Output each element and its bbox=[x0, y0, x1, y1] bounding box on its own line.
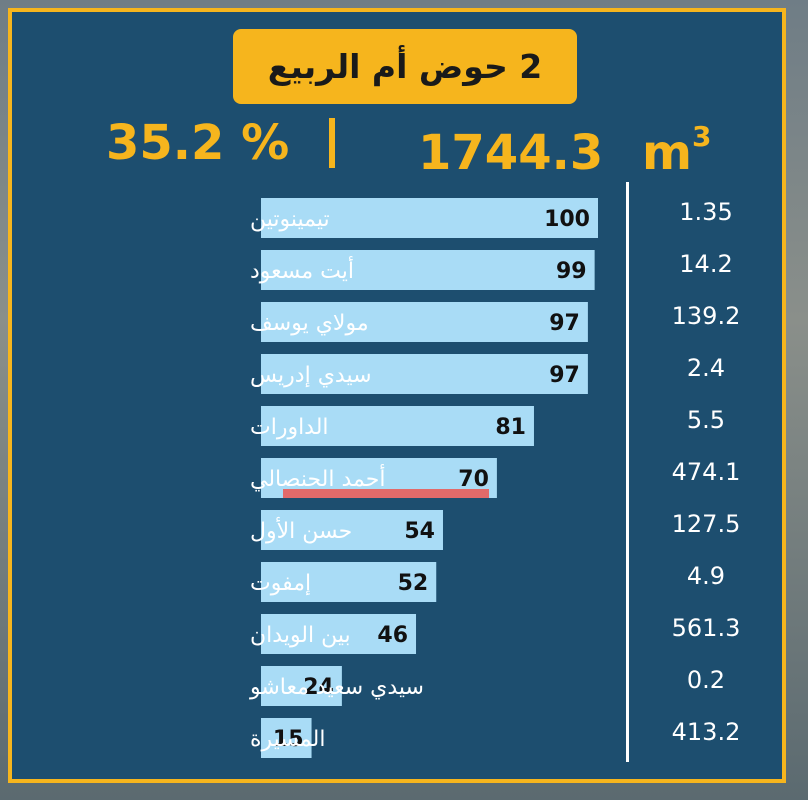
category-label: سيدي سعيد معاشو bbox=[249, 675, 424, 700]
side-value-label: 561.3 bbox=[672, 614, 741, 642]
side-value-label: 413.2 bbox=[672, 718, 741, 746]
bar bbox=[261, 614, 417, 654]
bar-value-label: 81 bbox=[495, 415, 526, 440]
bar-value-label: 99 bbox=[556, 259, 587, 284]
fill-percent: 35.2 % bbox=[106, 115, 290, 171]
title-banner: 2 حوض أم الربيع bbox=[233, 29, 577, 104]
bar-value-label: 97 bbox=[549, 311, 580, 336]
category-label: حسن الأول bbox=[250, 517, 352, 544]
side-value-label: 139.2 bbox=[672, 302, 741, 330]
bars-group: 100 تيمينوتين 1.35 99 أيت مسعود 14.2 97 مولاي ي… bbox=[249, 198, 740, 758]
bar-value-label: 52 bbox=[398, 571, 429, 596]
chart-title: 2 حوض أم الربيع bbox=[267, 47, 543, 86]
bar-value-label: 70 bbox=[458, 467, 489, 492]
bar bbox=[261, 718, 312, 758]
highlight-underline bbox=[283, 489, 489, 498]
bar-value-label: 46 bbox=[377, 623, 408, 648]
column-divider bbox=[626, 182, 629, 762]
bar-value-label: 15 bbox=[273, 727, 304, 752]
summary-separator bbox=[329, 118, 335, 168]
side-value-label: 2.4 bbox=[687, 354, 725, 382]
category-label: تيمينوتين bbox=[250, 207, 330, 232]
bar-value-label: 100 bbox=[544, 207, 590, 232]
bar bbox=[261, 666, 342, 706]
side-value-label: 5.5 bbox=[687, 406, 725, 434]
side-value-label: 0.2 bbox=[687, 666, 725, 694]
volume-value: 1744.3 bbox=[418, 125, 604, 181]
bar bbox=[261, 562, 437, 602]
bar bbox=[261, 250, 595, 290]
category-label: أيت مسعود bbox=[250, 256, 354, 284]
total-volume: 1744.3 m3 bbox=[418, 113, 711, 183]
bar-value-label: 54 bbox=[404, 519, 435, 544]
category-label: المسيرة bbox=[250, 727, 325, 752]
side-value-label: 4.9 bbox=[687, 562, 725, 590]
category-label: مولاي يوسف bbox=[250, 311, 369, 336]
bar bbox=[261, 510, 443, 550]
bar bbox=[261, 406, 534, 446]
bar-value-label: 97 bbox=[549, 363, 580, 388]
volume-unit: m bbox=[641, 125, 692, 181]
side-value-label: 474.1 bbox=[672, 458, 741, 486]
category-label: سيدي إدريس bbox=[250, 363, 372, 388]
bar bbox=[261, 198, 598, 238]
side-value-label: 14.2 bbox=[679, 250, 732, 278]
category-label: بين الويدان bbox=[250, 623, 351, 648]
side-value-label: 1.35 bbox=[679, 198, 732, 226]
category-label: إمفوت bbox=[250, 571, 311, 596]
volume-unit-exponent: 3 bbox=[691, 120, 712, 153]
category-label: أحمد الحنصالي bbox=[250, 464, 385, 492]
side-value-label: 127.5 bbox=[672, 510, 741, 538]
bar-value-label: 24 bbox=[303, 675, 334, 700]
bar bbox=[261, 302, 588, 342]
category-label: الداورات bbox=[250, 415, 329, 440]
bar bbox=[261, 354, 588, 394]
